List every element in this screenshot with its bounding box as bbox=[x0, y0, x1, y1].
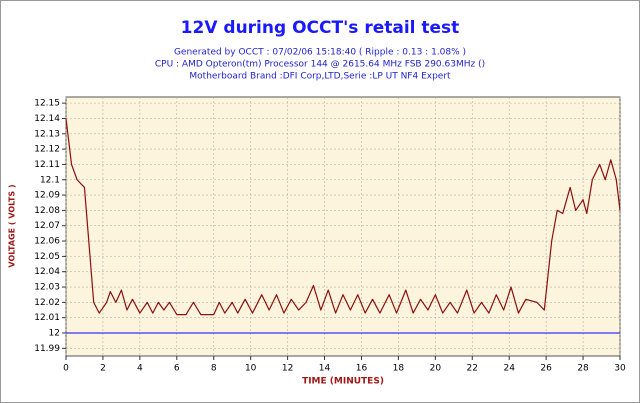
y-tick-label: 12.07 bbox=[34, 221, 60, 231]
y-tick-label: 12.15 bbox=[34, 99, 60, 109]
y-tick-label: 12.09 bbox=[34, 191, 60, 201]
x-tick-label: 4 bbox=[137, 364, 143, 374]
x-tick-label: 30 bbox=[614, 364, 626, 374]
x-tick-label: 20 bbox=[430, 364, 442, 374]
y-tick-label: 12.13 bbox=[34, 129, 60, 139]
x-tick-label: 22 bbox=[467, 364, 478, 374]
subtitle: Generated by OCCT : 07/02/06 15:18:40 ( … bbox=[174, 48, 466, 58]
y-tick-label: 12.1 bbox=[40, 175, 60, 185]
data-line bbox=[65, 118, 621, 316]
y-tick-label: 11.99 bbox=[34, 344, 60, 354]
subtitle: Motherboard Brand :DFI Corp,LTD,Serie :L… bbox=[189, 72, 451, 82]
x-tick-label: 28 bbox=[577, 364, 589, 374]
y-tick-label: 12.02 bbox=[34, 298, 60, 308]
x-tick-label: 2 bbox=[100, 364, 106, 374]
y-tick-label: 12 bbox=[49, 329, 60, 339]
chart-title: 12V during OCCT's retail test bbox=[181, 18, 460, 38]
x-tick-label: 8 bbox=[211, 364, 217, 374]
y-axis-label: VOLTAGE ( VOLTS ) bbox=[8, 184, 17, 267]
y-tick-label: 12.01 bbox=[34, 313, 60, 323]
x-tick-label: 24 bbox=[503, 364, 515, 374]
y-tick-label: 12.03 bbox=[34, 283, 60, 293]
x-tick-label: 14 bbox=[319, 364, 331, 374]
y-tick-label: 12.05 bbox=[34, 252, 60, 262]
x-tick-label: 10 bbox=[245, 364, 257, 374]
x-tick-label: 16 bbox=[356, 364, 368, 374]
x-tick-label: 26 bbox=[540, 364, 552, 374]
x-tick-label: 0 bbox=[63, 364, 69, 374]
y-tick-label: 12.12 bbox=[34, 145, 60, 155]
x-tick-label: 12 bbox=[282, 364, 293, 374]
x-tick-label: 18 bbox=[393, 364, 405, 374]
subtitle: CPU : AMD Opteron(tm) Processor 144 @ 26… bbox=[155, 60, 485, 70]
y-tick-label: 12.08 bbox=[34, 206, 60, 216]
y-tick-label: 12.14 bbox=[34, 114, 60, 124]
y-tick-label: 12.06 bbox=[34, 237, 60, 247]
x-axis-label: TIME (MINUTES) bbox=[302, 377, 384, 387]
y-tick-label: 12.11 bbox=[34, 160, 60, 170]
y-tick-label: 12.04 bbox=[34, 267, 60, 277]
plot-area bbox=[65, 96, 621, 357]
x-tick-label: 6 bbox=[174, 364, 180, 374]
